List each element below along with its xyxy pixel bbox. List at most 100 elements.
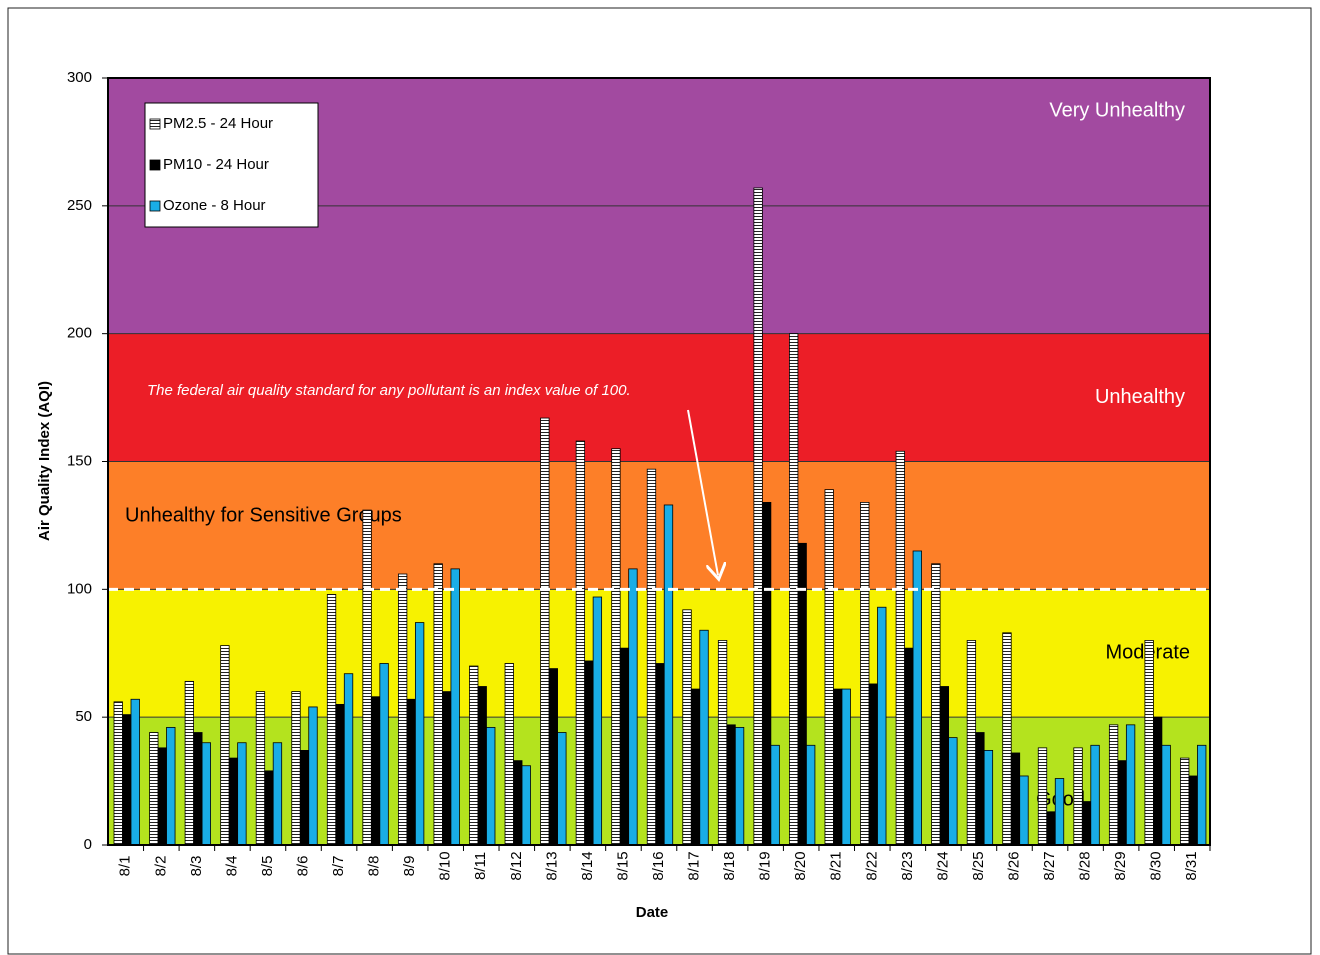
bar (753, 187, 763, 846)
x-tick-label: 8/31 (1183, 851, 1200, 880)
band-label: Unhealthy (1095, 386, 1185, 408)
bar (220, 645, 230, 846)
x-tick-label: 8/29 (1112, 851, 1129, 880)
bar (450, 568, 460, 846)
bar (343, 673, 354, 846)
bar (931, 563, 941, 846)
aqi-band (108, 333, 1210, 462)
bar (122, 714, 132, 846)
y-axis-label: Air Quality Index (AQI) (36, 381, 53, 541)
y-tick-label: 0 (84, 836, 92, 853)
bar (770, 744, 780, 846)
x-tick-label: 8/4 (223, 856, 240, 877)
x-tick-label: 8/23 (899, 851, 916, 880)
bar (1010, 752, 1021, 846)
bar (308, 706, 318, 846)
bar (486, 726, 496, 846)
legend-swatch (149, 159, 161, 171)
bar (1081, 801, 1092, 846)
x-tick-label: 8/17 (686, 851, 703, 880)
bar (1002, 632, 1012, 846)
bar (291, 691, 301, 846)
x-tick-label: 8/18 (721, 851, 738, 880)
x-tick-label: 8/28 (1077, 851, 1094, 880)
x-axis-label: Date (636, 904, 669, 921)
bar (370, 696, 381, 846)
x-tick-label: 8/2 (152, 856, 169, 877)
x-tick-label: 8/7 (330, 856, 347, 877)
bar (584, 660, 594, 846)
legend-label: Ozone - 8 Hour (163, 197, 266, 214)
bar (362, 509, 372, 846)
y-tick-label: 150 (67, 452, 92, 469)
bar (682, 609, 692, 846)
bar (734, 726, 745, 846)
band-label: Very Unhealthy (1049, 100, 1185, 122)
bar (442, 691, 452, 846)
bar (717, 640, 728, 846)
bar (690, 688, 701, 846)
bar (1090, 744, 1100, 846)
x-tick-label: 8/22 (863, 851, 880, 880)
overlay: 8/1 8/2 8/3 8/4 8/5 8/6 8/7 8/8 8/9 8/10 8/11 8/12 8… (107, 77, 1211, 881)
bar (912, 550, 922, 846)
bar (1117, 760, 1127, 846)
bar (433, 563, 443, 846)
bar (966, 640, 977, 846)
x-tick-label: 8/15 (614, 851, 631, 880)
bar (1073, 747, 1083, 846)
bar (414, 622, 425, 846)
bar (868, 683, 878, 846)
legend-label: PM2.5 - 24 Hour (163, 115, 273, 132)
bar (149, 732, 159, 846)
bar (477, 686, 487, 846)
bar (513, 760, 523, 846)
bar (592, 596, 603, 846)
x-tick-label: 8/25 (970, 851, 987, 880)
bar (1019, 775, 1029, 846)
bar (255, 691, 266, 846)
x-tick-label: 8/6 (294, 856, 311, 877)
plot-frame (107, 77, 1211, 846)
bar (1125, 724, 1136, 846)
legend-swatch (149, 118, 161, 130)
annotation: The federal air quality standard for any… (147, 382, 631, 399)
x-tick-label: 8/5 (259, 856, 276, 877)
bar (904, 647, 914, 846)
bar (237, 742, 247, 846)
bar (264, 770, 274, 846)
bar (1037, 747, 1048, 846)
x-tick-label: 8/8 (366, 856, 383, 877)
x-tick-label: 8/24 (934, 851, 951, 880)
bar (1153, 716, 1163, 846)
y-tick-label: 200 (67, 325, 92, 342)
bar (860, 502, 870, 846)
frame (7, 7, 1312, 955)
bar (166, 726, 176, 846)
x-tick-label: 8/13 (543, 851, 560, 880)
bar (895, 450, 905, 846)
bar (726, 724, 736, 846)
bar (228, 757, 239, 846)
bar (113, 701, 123, 846)
legend-box (144, 102, 319, 228)
x-tick-label: 8/1 (117, 856, 134, 877)
legend-label: PM10 - 24 Hour (163, 156, 269, 173)
x-tick-label: 8/16 (650, 851, 667, 880)
bar (469, 665, 479, 846)
bar (157, 747, 167, 846)
x-tick-label: 8/9 (401, 856, 418, 877)
bar (272, 742, 283, 846)
legend-swatch (149, 200, 161, 212)
bar (628, 568, 638, 846)
bar (193, 732, 203, 846)
bar (833, 688, 843, 846)
x-tick-label: 8/26 (1005, 851, 1022, 880)
bar (611, 448, 621, 846)
y-tick-label: 100 (67, 580, 92, 597)
bar (575, 440, 586, 846)
bar (1054, 778, 1065, 846)
bar (663, 504, 674, 846)
